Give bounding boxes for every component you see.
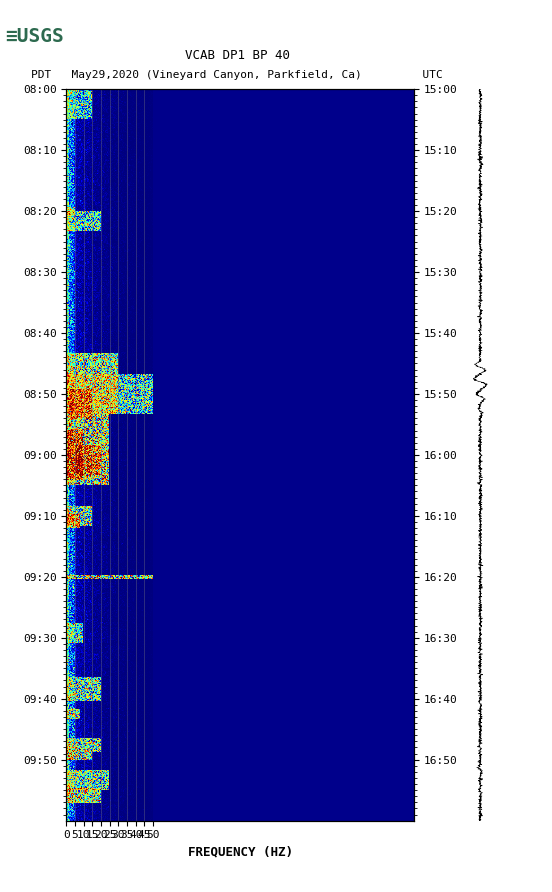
Text: ≡USGS: ≡USGS: [6, 27, 64, 45]
Text: VCAB DP1 BP 40: VCAB DP1 BP 40: [185, 49, 290, 62]
Text: PDT   May29,2020 (Vineyard Canyon, Parkfield, Ca)         UTC: PDT May29,2020 (Vineyard Canyon, Parkfie…: [31, 70, 443, 80]
X-axis label: FREQUENCY (HZ): FREQUENCY (HZ): [188, 846, 293, 859]
